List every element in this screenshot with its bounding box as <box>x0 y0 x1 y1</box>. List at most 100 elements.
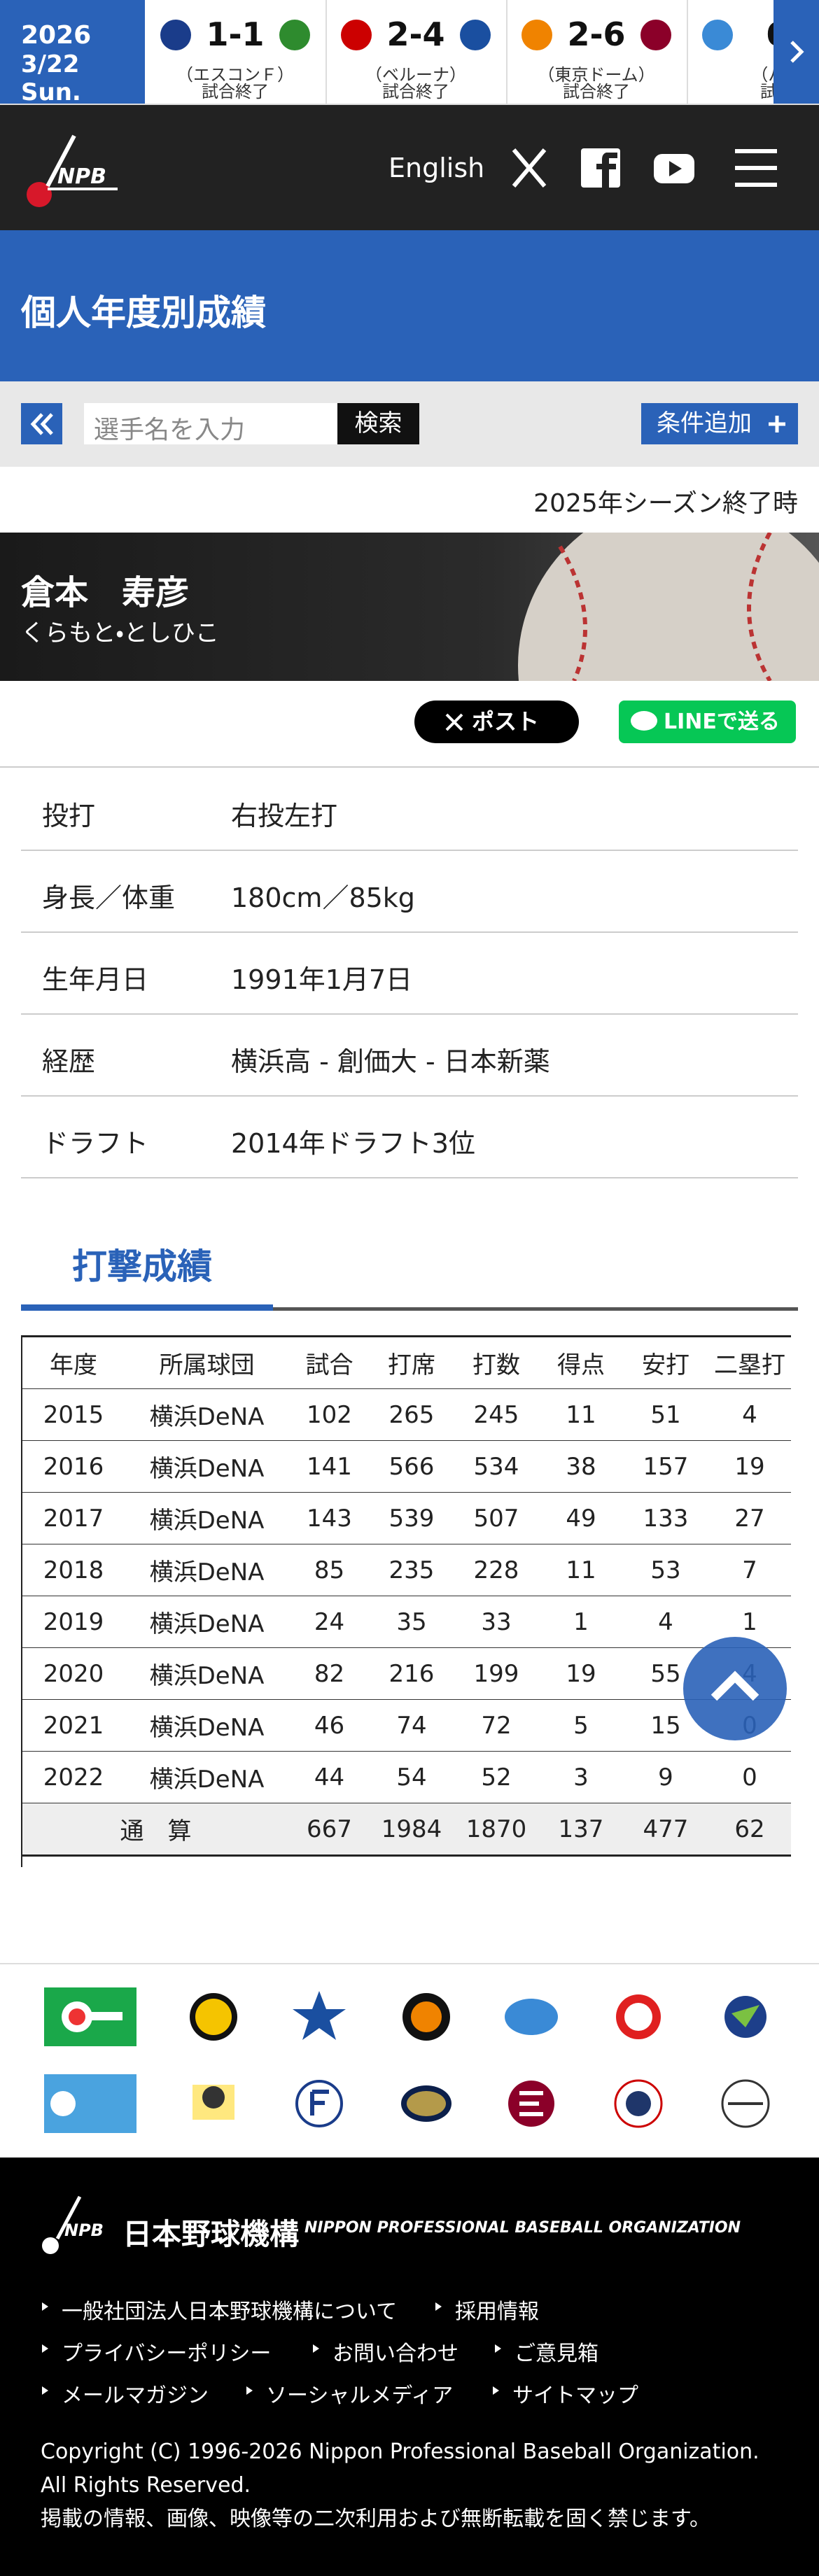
game[interactable]: 2-6 （東京ドーム） 試合終了 <box>506 0 688 104</box>
stats-row: 2018 横浜DeNA 85 235 228 11 53 7 <box>22 1544 791 1596</box>
stats-cell: 2015 <box>22 1388 125 1441</box>
stats-cell: 38 <box>539 1440 623 1493</box>
stats-cell: 141 <box>289 1440 370 1493</box>
stats-cell: 横浜DeNA <box>125 1751 289 1803</box>
stats-cell: 2020 <box>22 1647 125 1700</box>
baystars-logo[interactable] <box>293 1991 346 2040</box>
tigers-logo[interactable] <box>190 1993 237 2041</box>
search-button[interactable]: 検索 <box>337 403 419 444</box>
stats-cell: 4 <box>708 1388 791 1441</box>
footer-link[interactable]: ソーシャルメディア <box>246 2378 453 2409</box>
status: 試合 <box>687 83 774 101</box>
copyright-line: 掲載の情報、画像、映像等の二次利用および無断転載を固く禁じます。 <box>41 2507 710 2531</box>
stats-cell: 74 <box>370 1699 454 1752</box>
footer-link[interactable]: サイトマップ <box>493 2378 638 2409</box>
footer-link[interactable]: 一般社団法人日本野球機構について <box>41 2294 397 2325</box>
scoreboard: 2026 3/22 Sun. 1-1 （エスコンＦ） 試合終了 2-4 （ベルーナ） 試合… <box>0 0 819 105</box>
scroll-top-button[interactable] <box>682 1636 788 1741</box>
youtube-icon[interactable] <box>654 154 694 183</box>
venue: （ベルーナ） <box>365 65 466 85</box>
stats-row: 2015 横浜DeNA 102 265 245 11 51 4 <box>22 1388 791 1441</box>
stats-row: 2017 横浜DeNA 143 539 507 49 133 27 <box>22 1492 791 1544</box>
giants-logo[interactable] <box>402 1993 450 2041</box>
title-bar: 個人年度別成績 <box>0 230 819 381</box>
total-cell: 1984 <box>370 1803 454 1857</box>
footer-link[interactable]: ご意見箱 <box>495 2336 598 2367</box>
npb-logo[interactable]: NPB <box>20 130 125 211</box>
stats-cell: 507 <box>454 1492 539 1544</box>
dragons-logo[interactable] <box>505 1999 558 2035</box>
stats-row: 2020横浜DeNA8221619919554 <box>22 1647 791 1700</box>
collapse-button[interactable] <box>21 403 62 444</box>
status: 試合終了 <box>563 82 630 101</box>
stats-cell: 44 <box>289 1751 370 1803</box>
games: 1-1 （エスコンＦ） 試合終了 2-4 （ベルーナ） 試合終了 2-6 （東京ドーム） 試合終… <box>145 0 774 104</box>
footer-logo[interactable]: NPB <box>41 2194 125 2257</box>
total-row: 通 算 667 1984 1870 137 477 62 <box>22 1803 791 1857</box>
stats-cell: 33 <box>454 1596 539 1648</box>
stats-cell: 199 <box>454 1647 539 1700</box>
score: 1-1 <box>206 15 265 53</box>
swallows-logo[interactable] <box>724 1996 766 2038</box>
buffaloes-logo[interactable] <box>401 2085 451 2122</box>
column-header: 年度 <box>22 1335 125 1389</box>
stats-cell: 11 <box>539 1388 623 1441</box>
team-icon <box>702 20 733 50</box>
footer-link[interactable]: 採用情報 <box>435 2294 539 2325</box>
stats-cell: 265 <box>370 1388 454 1441</box>
stats-cell: 46 <box>289 1699 370 1752</box>
stats-cell: 7 <box>708 1544 791 1596</box>
stats-cell: 横浜DeNA <box>125 1492 289 1544</box>
game[interactable]: 6 （バン試合 <box>687 0 774 104</box>
carp-logo[interactable] <box>616 1994 661 2039</box>
hawks-logo[interactable] <box>192 2085 234 2120</box>
next-button[interactable] <box>774 0 819 104</box>
stats-cell: 539 <box>370 1492 454 1544</box>
stats-cell: 53 <box>623 1544 708 1596</box>
score: 2-4 <box>386 15 445 53</box>
facebook-icon[interactable] <box>581 148 620 188</box>
pbl-link[interactable] <box>44 2074 136 2133</box>
stats-cell: 54 <box>370 1751 454 1803</box>
menu-icon[interactable] <box>735 149 777 187</box>
total-cell: 1870 <box>454 1803 539 1857</box>
eagles-logo[interactable] <box>508 2081 554 2127</box>
section-rule <box>21 1307 798 1311</box>
line-button[interactable]: LINEで送る <box>619 701 796 743</box>
stats-cell: 横浜DeNA <box>125 1596 289 1648</box>
section-title: 打撃成績 <box>72 1246 212 1287</box>
profile-label: 投打 <box>42 801 96 831</box>
game[interactable]: 1-1 （エスコンＦ） 試合終了 <box>145 0 327 104</box>
footer-link[interactable]: プライバシーポリシー <box>41 2336 271 2367</box>
day: 3/22 Sun. <box>21 50 81 105</box>
search-input[interactable]: 選手名を入力 <box>84 403 337 444</box>
stats-cell: 82 <box>289 1647 370 1700</box>
venue: （バン <box>751 65 774 85</box>
stats-cell: 横浜DeNA <box>125 1699 289 1752</box>
marines-logo[interactable] <box>721 2079 770 2128</box>
stats-cell: 9 <box>623 1751 708 1803</box>
stats-cell: 横浜DeNA <box>125 1647 289 1700</box>
x-post-button[interactable]: ポスト <box>414 701 579 743</box>
team-icon <box>279 20 310 50</box>
fighters-logo[interactable] <box>295 2080 343 2127</box>
add-condition-label: 条件追加 <box>657 409 752 437</box>
add-condition-button[interactable]: 条件追加 <box>641 403 798 444</box>
year: 2026 <box>21 21 92 50</box>
language-link[interactable]: English <box>388 153 485 183</box>
total-cell: 137 <box>539 1803 623 1857</box>
lions-logo[interactable] <box>614 2079 663 2128</box>
npb-link[interactable] <box>44 1987 136 2046</box>
score: 6 <box>687 15 774 53</box>
stats-cell: 19 <box>539 1647 623 1700</box>
profile-row: ドラフト 2014年ドラフト3位 <box>21 1095 798 1178</box>
x-icon[interactable] <box>512 148 547 188</box>
stats-cell: 4 <box>623 1596 708 1648</box>
stats-cell: 5 <box>539 1699 623 1752</box>
footer-link[interactable]: メールマガジン <box>42 2378 209 2409</box>
game[interactable]: 2-4 （ベルーナ） 試合終了 <box>326 0 507 104</box>
column-header: 打数 <box>454 1335 539 1389</box>
profile-label: 経歴 <box>42 1046 96 1077</box>
stats-cell: 133 <box>623 1492 708 1544</box>
footer-link[interactable]: お問い合わせ <box>313 2336 458 2367</box>
